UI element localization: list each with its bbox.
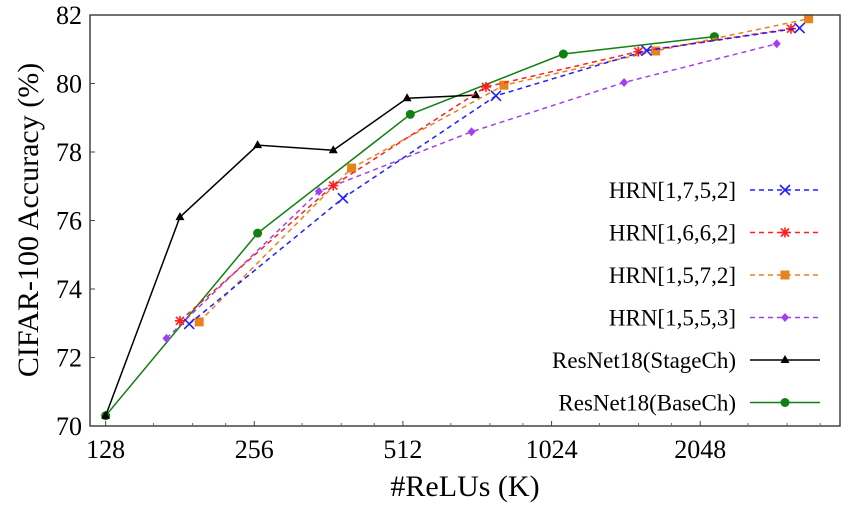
data-point — [162, 333, 171, 343]
data-point — [328, 145, 338, 154]
legend-label: ResNet18(BaseCh) — [558, 391, 736, 416]
y-tick-label: 78 — [56, 138, 82, 167]
axes: 128 256 512 1024 2048 70 72 74 76 78 80 82 — [56, 1, 841, 464]
legend-label: HRN[1,6,6,2] — [609, 221, 736, 246]
data-point — [620, 77, 629, 87]
x-tick-label: 256 — [235, 435, 274, 464]
data-point — [101, 410, 111, 419]
series-HRN[1,7,5,2] — [183, 22, 806, 330]
data-point — [314, 186, 323, 196]
plot-area — [101, 14, 814, 421]
legend-marker — [781, 313, 789, 322]
data-point — [499, 80, 509, 90]
y-tick-label: 80 — [56, 70, 82, 99]
data-point — [402, 93, 412, 102]
series-ResNet18(StageCh) — [101, 90, 481, 419]
data-point — [804, 14, 814, 24]
legend-label: HRN[1,5,7,2] — [609, 263, 736, 288]
y-tick-label: 76 — [56, 207, 82, 236]
data-point — [467, 127, 476, 137]
data-point — [347, 163, 357, 173]
legend: HRN[1,7,5,2] HRN[1,6,6,2] HRN[1,5,7,2] HRN[… — [552, 178, 820, 416]
y-tick-label: 70 — [56, 412, 82, 441]
data-point — [194, 317, 204, 327]
series-line — [179, 27, 792, 322]
legend-item: ResNet18(BaseCh) — [558, 391, 820, 416]
legend-item: HRN[1,7,5,2] — [609, 178, 820, 203]
data-point — [633, 46, 644, 57]
series-line — [104, 94, 476, 416]
legend-marker — [780, 355, 790, 363]
x-axis-label: #ReLUs (K) — [390, 470, 539, 503]
data-point — [558, 49, 568, 59]
series-HRN[1,5,7,2] — [194, 14, 814, 327]
data-point — [490, 90, 502, 102]
legend-marker — [780, 227, 790, 238]
series-HRN[1,5,5,3] — [162, 39, 781, 343]
y-tick-label: 72 — [56, 344, 82, 373]
x-tick-label: 2048 — [674, 435, 726, 464]
y-tick-label: 74 — [56, 275, 82, 304]
data-point — [328, 180, 339, 191]
data-point — [641, 45, 653, 57]
data-point — [405, 109, 415, 119]
legend-item: HRN[1,5,5,3] — [609, 306, 820, 331]
legend-item: ResNet18(StageCh) — [552, 348, 820, 373]
legend-label: ResNet18(StageCh) — [552, 348, 736, 373]
data-point — [480, 81, 491, 92]
x-tick-label: 128 — [86, 435, 125, 464]
data-point — [651, 46, 661, 56]
legend-marker — [779, 184, 791, 196]
x-tick-label: 1024 — [526, 435, 578, 464]
data-point — [174, 315, 185, 326]
data-point — [253, 228, 263, 238]
legend-item: HRN[1,5,7,2] — [609, 263, 820, 288]
legend-marker — [780, 270, 790, 280]
legend-marker — [780, 398, 790, 407]
legend-label: HRN[1,7,5,2] — [609, 178, 736, 203]
data-point — [253, 140, 263, 149]
data-point — [183, 318, 195, 330]
legend-item: HRN[1,6,6,2] — [609, 221, 820, 246]
x-tick-label: 512 — [383, 435, 422, 464]
data-point — [772, 39, 781, 49]
y-tick-label: 82 — [56, 1, 82, 30]
legend-label: HRN[1,5,5,3] — [609, 306, 736, 331]
data-point — [175, 212, 185, 221]
series-line — [165, 43, 777, 339]
data-point — [794, 22, 806, 34]
data-point — [337, 192, 349, 204]
y-axis-label: CIFAR-100 Accuracy (%) — [12, 63, 45, 377]
